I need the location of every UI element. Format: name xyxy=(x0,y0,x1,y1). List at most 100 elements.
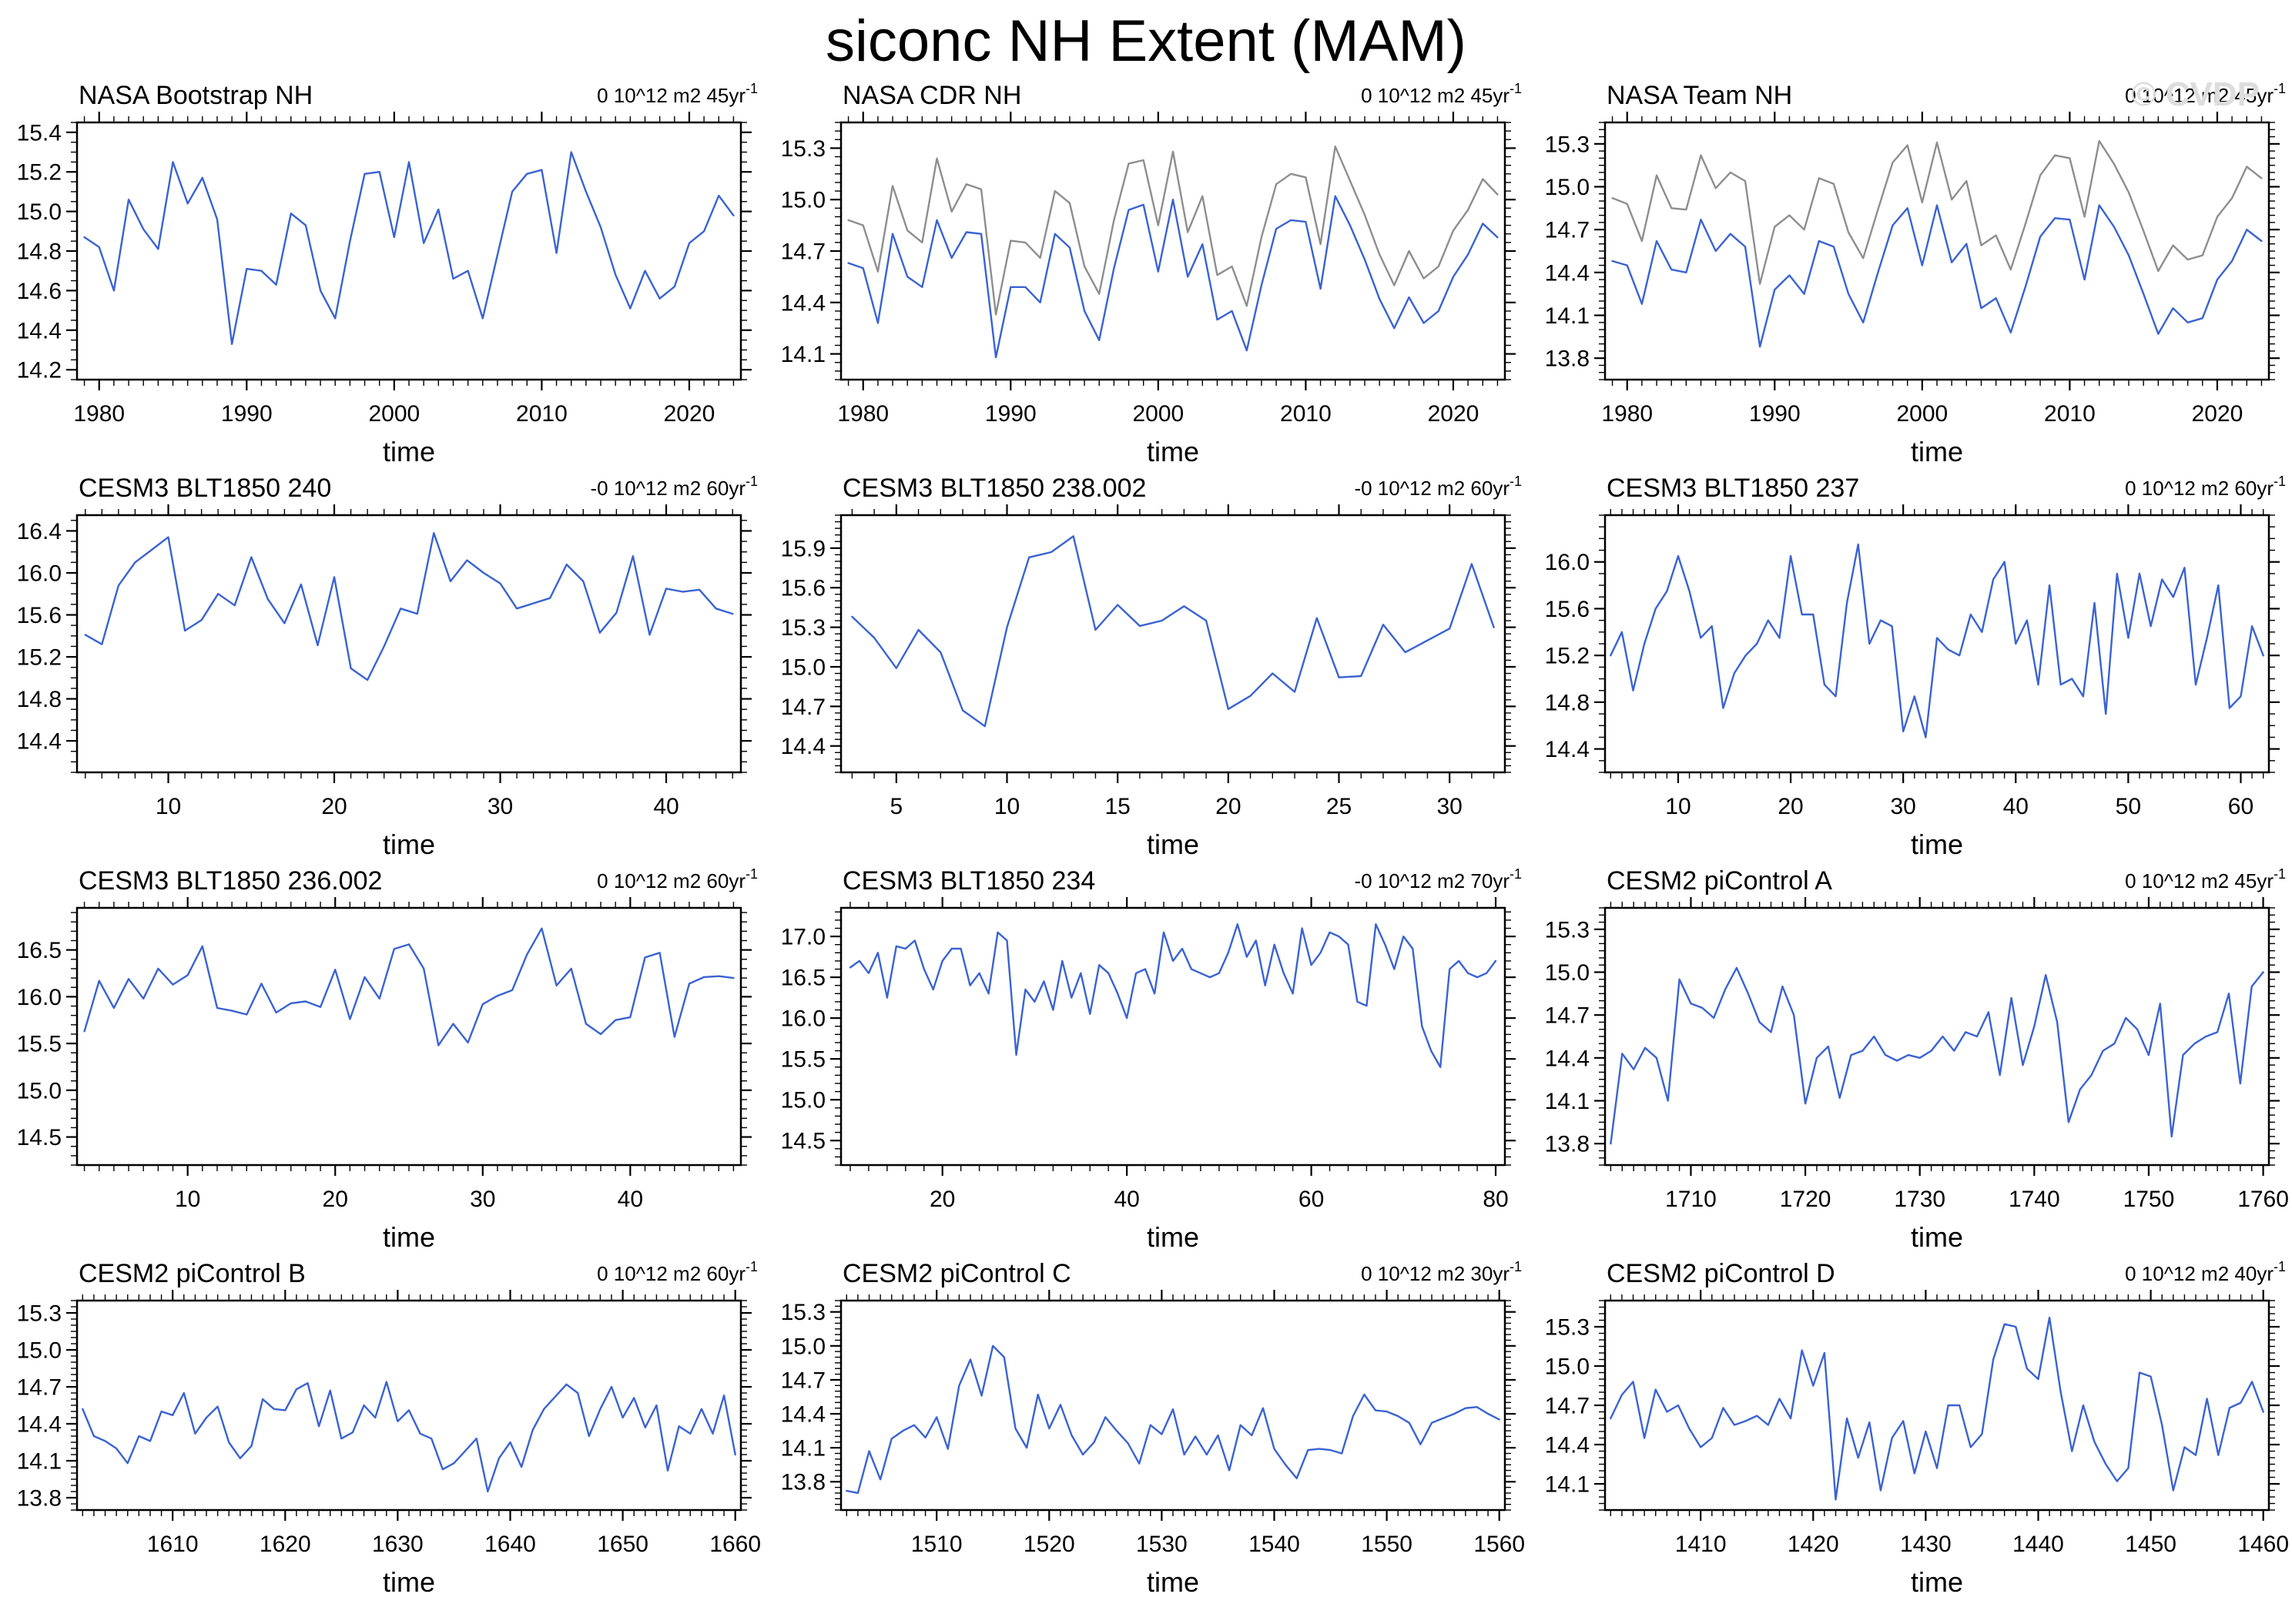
y-tick-label: 14.1 xyxy=(17,1449,62,1475)
x-tick-label: 1550 xyxy=(1361,1532,1412,1557)
x-tick-label: 1730 xyxy=(1894,1187,1945,1212)
plot-box xyxy=(839,906,1506,1167)
x-tick-label: 1720 xyxy=(1780,1187,1831,1212)
chart-panel: 1980 1990 2000 2010 2020 14.2 14.4 14.6 14.8 15.0… xyxy=(0,78,764,470)
trend-annotation: 0 10^12 m2 60yr-1 xyxy=(2125,474,2286,500)
trend-annotation: -0 10^12 m2 60yr-1 xyxy=(590,474,758,500)
panel-chart: 1410 1420 1430 1440 1450 1460 14.1 14.4 14.7 15.0… xyxy=(1545,1259,2289,1598)
series-line-primary xyxy=(84,531,734,681)
x-tick-label: 2020 xyxy=(2192,401,2243,427)
panel-title: CESM3 BLT1850 234 xyxy=(843,866,1095,896)
x-tick-label: 1990 xyxy=(985,401,1037,427)
y-tick-label: 14.4 xyxy=(781,1402,826,1428)
x-tick-label: 20 xyxy=(323,1187,348,1212)
y-tick-label: 14.1 xyxy=(781,1436,826,1462)
plot-box xyxy=(75,906,742,1167)
x-tick-label: 40 xyxy=(2003,794,2029,819)
panel-chart: 10 20 30 40 14.5 15.0 15.5 16.0 16.5 CESM3 BLT185… xyxy=(17,866,758,1253)
y-tick-label: 14.1 xyxy=(1545,1472,1590,1498)
y-tick-label: 14.2 xyxy=(17,358,62,383)
y-tick-label: 15.0 xyxy=(1545,175,1590,200)
x-tick-label: 1430 xyxy=(1900,1532,1952,1557)
y-tick-label: 15.3 xyxy=(1545,132,1590,157)
x-tick-label: 1750 xyxy=(2123,1187,2175,1212)
y-tick-label: 14.7 xyxy=(17,1375,62,1401)
x-axis-title: time xyxy=(1911,436,1963,467)
panel-title: NASA Bootstrap NH xyxy=(79,81,313,110)
x-tick-label: 1640 xyxy=(484,1532,536,1557)
plot-box xyxy=(1603,906,2270,1167)
chart-panel: 1510 1520 1530 1540 1550 1560 13.8 14.1 14.4 14.7… xyxy=(764,1256,1528,1602)
trend-annotation: 0 10^12 m2 60yr-1 xyxy=(597,1259,758,1285)
x-tick-label: 1520 xyxy=(1024,1532,1075,1557)
y-tick-label: 15.3 xyxy=(1545,1315,1590,1341)
x-tick-label: 30 xyxy=(470,1187,495,1212)
y-tick-label: 15.3 xyxy=(781,136,826,162)
panel-chart: 1980 1990 2000 2010 2020 14.2 14.4 14.6 14.8 15.0… xyxy=(17,81,758,467)
x-tick-label: 1990 xyxy=(1749,401,1801,427)
y-tick-label: 15.3 xyxy=(781,615,826,641)
y-tick-label: 14.4 xyxy=(17,729,62,755)
y-tick-label: 14.8 xyxy=(17,239,62,265)
chart-panel: 5 10 15 20 25 30 14.4 14.7 15.0 15.3 15.6 15.9 CESM3… xyxy=(764,470,1528,863)
y-tick-label: 17.0 xyxy=(781,925,826,950)
y-tick-label: 15.2 xyxy=(17,160,62,186)
x-tick-label: 5 xyxy=(890,794,903,819)
y-tick-label: 15.3 xyxy=(17,1301,62,1327)
chart-panel: 10 20 30 40 14.5 15.0 15.5 16.0 16.5 CESM3 BLT185… xyxy=(0,863,764,1256)
y-tick-label: 16.4 xyxy=(17,519,62,544)
y-tick-label: 14.4 xyxy=(781,290,826,316)
panel-chart: 10 20 30 40 14.4 14.8 15.2 15.6 16.0 16.4 CESM3 BL… xyxy=(17,474,758,860)
x-tick-label: 1410 xyxy=(1675,1532,1727,1557)
trend-annotation: -0 10^12 m2 70yr-1 xyxy=(1354,866,1522,892)
y-tick-label: 14.1 xyxy=(1545,303,1590,329)
x-tick-label: 1620 xyxy=(260,1532,311,1557)
x-axis-title: time xyxy=(1147,829,1199,859)
y-tick-label: 15.0 xyxy=(781,1334,826,1359)
chart-panel: 20 40 60 80 14.5 15.0 15.5 16.0 16.5 17.0 CESM3 BL… xyxy=(764,863,1528,1256)
panel-title: CESM2 piControl A xyxy=(1607,866,1832,896)
x-tick-label: 1980 xyxy=(73,401,125,427)
y-tick-label: 15.0 xyxy=(1545,1354,1590,1380)
y-tick-label: 15.5 xyxy=(17,1032,62,1057)
series-line-primary xyxy=(83,927,735,1046)
trend-annotation: -0 10^12 m2 60yr-1 xyxy=(1354,474,1522,500)
charts-grid: 1980 1990 2000 2010 2020 14.2 14.4 14.6 14.8 15.0… xyxy=(0,78,2292,1602)
series-line-primary xyxy=(1610,1316,2264,1501)
y-tick-label: 15.3 xyxy=(1545,917,1590,943)
x-tick-label: 1530 xyxy=(1136,1532,1188,1557)
x-tick-label: 30 xyxy=(1890,794,1915,819)
x-tick-label: 2010 xyxy=(516,401,568,427)
x-tick-label: 1510 xyxy=(911,1532,963,1557)
cvdp-watermark: © CVDP xyxy=(2131,75,2260,113)
panel-chart: 10 20 30 40 50 60 14.4 14.8 15.2 15.6 16.0 CESM3 BL… xyxy=(1545,474,2286,860)
y-tick-label: 15.3 xyxy=(781,1300,826,1325)
y-tick-label: 15.6 xyxy=(1545,597,1590,622)
series-line-primary xyxy=(849,922,1497,1068)
panel-title: CESM2 piControl B xyxy=(79,1259,306,1288)
series-line-primary xyxy=(847,195,1499,359)
y-tick-label: 15.0 xyxy=(17,199,62,225)
y-tick-label: 14.5 xyxy=(17,1125,62,1150)
y-tick-label: 14.5 xyxy=(781,1129,826,1154)
y-tick-label: 14.4 xyxy=(17,318,62,343)
x-tick-label: 60 xyxy=(2228,794,2253,819)
series-line-primary xyxy=(851,535,1495,728)
y-tick-label: 14.7 xyxy=(1545,218,1590,243)
x-tick-label: 2010 xyxy=(1280,401,1332,427)
x-tick-label: 1990 xyxy=(221,401,273,427)
y-tick-label: 15.0 xyxy=(17,1078,62,1103)
y-tick-label: 13.8 xyxy=(1545,1132,1590,1157)
y-tick-label: 15.0 xyxy=(1545,960,1590,986)
x-axis-title: time xyxy=(1147,1221,1199,1252)
y-tick-label: 15.6 xyxy=(17,603,62,628)
x-tick-label: 1710 xyxy=(1665,1187,1717,1212)
chart-panel: 1710 1720 1730 1740 1750 1760 13.8 14.1 14.4 14.7… xyxy=(1528,863,2292,1256)
panel-title: CESM2 piControl D xyxy=(1607,1259,1835,1288)
panel-chart: 1980 1990 2000 2010 2020 13.8 14.1 14.4 14.7 15.0… xyxy=(1545,81,2286,467)
plot-box xyxy=(839,514,1506,774)
x-tick-label: 1560 xyxy=(1473,1532,1525,1557)
plot-box xyxy=(839,121,1506,381)
x-tick-label: 2000 xyxy=(368,401,420,427)
panel-title: CESM3 BLT1850 240 xyxy=(79,474,331,503)
